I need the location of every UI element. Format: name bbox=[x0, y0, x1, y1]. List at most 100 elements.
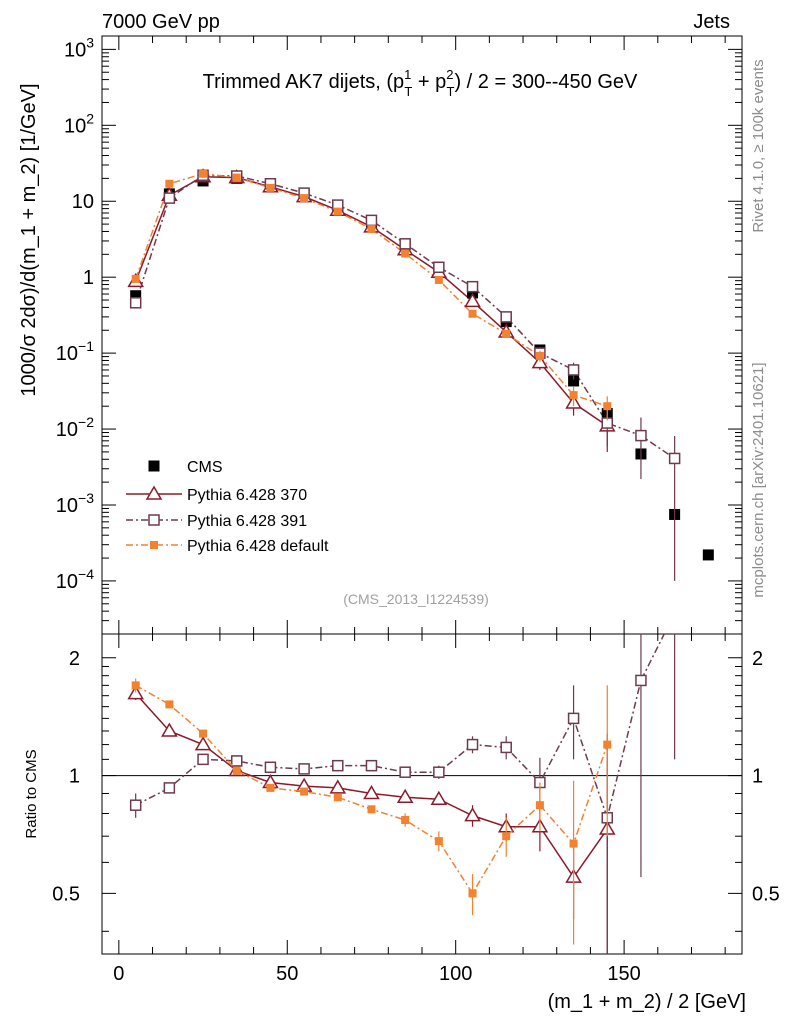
y-tick-label: 10 bbox=[72, 191, 94, 213]
ratio-point-pythia-6-428-391 bbox=[567, 712, 580, 725]
legend-label-pythia-6-428-391: Pythia 6.428 391 bbox=[187, 513, 307, 530]
ratio-point-pythia-6-428-370 bbox=[127, 685, 144, 700]
ratio-point-pythia-6-428-391 bbox=[129, 799, 142, 811]
x-tick-label: 50 bbox=[276, 963, 298, 985]
ratio-point-pythia-6-428-default bbox=[165, 700, 174, 709]
point-pythia-6-428-default bbox=[434, 275, 443, 284]
series-line-pythia-6-428-default bbox=[134, 173, 608, 407]
y-tick-label: 103 bbox=[64, 34, 94, 61]
point-cms bbox=[568, 375, 580, 387]
ratio-point-pythia-6-428-default bbox=[266, 783, 275, 792]
ratio-point-pythia-6-428-391 bbox=[332, 759, 344, 772]
ratio-point-pythia-6-428-default bbox=[367, 805, 376, 814]
title-sup-2: 2 bbox=[446, 67, 453, 82]
point-pythia-6-428-default bbox=[468, 309, 477, 318]
point-pythia-6-428-391 bbox=[635, 429, 647, 442]
ratio-point-pythia-6-428-370 bbox=[363, 784, 380, 800]
y-tick-label: 10−4 bbox=[56, 566, 94, 593]
legend-label-cms: CMS bbox=[187, 459, 223, 476]
y-axis-label-ratio: Ratio to CMS bbox=[23, 749, 40, 838]
legend-label-pythia-6-428-370: Pythia 6.428 370 bbox=[187, 487, 307, 504]
ratio-point-pythia-6-428-370 bbox=[329, 779, 347, 794]
ratio-point-pythia-6-428-391 bbox=[433, 766, 445, 778]
header-process-label: Jets bbox=[693, 11, 730, 33]
ratio-point-pythia-6-428-391 bbox=[500, 741, 512, 754]
point-pythia-6-428-default bbox=[603, 402, 612, 411]
ratio-point-pythia-6-428-391 bbox=[365, 759, 378, 772]
point-pythia-6-428-default bbox=[300, 194, 309, 203]
x-tick-label: 0 bbox=[113, 963, 124, 985]
y-tick-label: 10−1 bbox=[56, 338, 94, 365]
ratio-tick-label-right: 2 bbox=[752, 648, 763, 670]
point-cms bbox=[130, 290, 142, 302]
ratio-point-pythia-6-428-391 bbox=[670, 608, 680, 618]
legend-marker-pythia-6-428-default bbox=[150, 541, 158, 549]
ratio-point-pythia-6-428-default bbox=[333, 793, 342, 802]
title-sub-1: T bbox=[404, 84, 412, 99]
ratio-point-pythia-6-428-default bbox=[569, 839, 578, 848]
legend-marker-cms bbox=[148, 460, 160, 472]
x-axis-label: (m_1 + m_2) / 2 [GeV] bbox=[548, 991, 746, 1013]
y-tick-label: 1 bbox=[83, 267, 94, 289]
ratio-point-pythia-6-428-default bbox=[502, 832, 511, 841]
point-pythia-6-428-default bbox=[131, 274, 140, 283]
ratio-point-pythia-6-428-391 bbox=[466, 738, 479, 751]
legend: CMS Pythia 6.428 370 Pythia 6.428 391 Pythi… bbox=[126, 459, 329, 555]
title-part-2: + p bbox=[412, 71, 446, 93]
ratio-point-pythia-6-428-391 bbox=[230, 755, 243, 767]
point-cms bbox=[702, 549, 714, 561]
point-pythia-6-428-391 bbox=[365, 214, 378, 227]
point-pythia-6-428-default bbox=[266, 183, 275, 192]
ratio-point-pythia-6-428-default bbox=[401, 815, 410, 824]
legend-label-pythia-6-428-default: Pythia 6.428 default bbox=[187, 538, 329, 555]
point-pythia-6-428-391 bbox=[500, 311, 512, 323]
x-tick-label: 100 bbox=[439, 963, 472, 985]
point-pythia-6-428-default bbox=[199, 169, 208, 178]
point-pythia-6-428-391 bbox=[567, 364, 580, 376]
legend-marker-pythia-6-428-391 bbox=[148, 514, 160, 526]
ratio-point-pythia-6-428-391 bbox=[197, 753, 209, 766]
y-axis-label-main: 1000/σ 2dσ)/d(m_1 + m_2) [1/GeV] bbox=[18, 83, 40, 396]
point-pythia-6-428-default bbox=[165, 179, 174, 188]
ratio-point-pythia-6-428-default bbox=[535, 801, 544, 810]
series-line-pythia-6-428-391 bbox=[134, 174, 676, 460]
ratio-point-pythia-6-428-370 bbox=[396, 788, 414, 804]
ratio-markers bbox=[127, 608, 680, 954]
ratio-point-pythia-6-428-391 bbox=[635, 674, 647, 687]
title-part-1: Trimmed AK7 dijets, (p bbox=[203, 71, 405, 93]
title-part-3: ) / 2 = 300--450 GeV bbox=[454, 71, 638, 93]
point-pythia-6-428-370 bbox=[464, 292, 481, 308]
point-pythia-6-428-391 bbox=[129, 297, 142, 309]
title-sub-2: T bbox=[447, 84, 455, 99]
ratio-point-pythia-6-428-391 bbox=[298, 763, 310, 775]
analysis-id-label: (CMS_2013_I1224539) bbox=[343, 591, 489, 607]
series-lines bbox=[134, 173, 676, 460]
ratio-point-pythia-6-428-default bbox=[199, 729, 208, 738]
ratio-tick-label-right: 0.5 bbox=[752, 883, 780, 905]
point-pythia-6-428-391 bbox=[399, 238, 411, 250]
ratio-point-pythia-6-428-370 bbox=[464, 807, 481, 822]
ratio-point-pythia-6-428-370 bbox=[430, 790, 448, 805]
x-tick-label: 150 bbox=[607, 963, 640, 985]
ratio-point-pythia-6-428-default bbox=[468, 889, 477, 898]
header-energy-label: 7000 GeV pp bbox=[102, 11, 220, 33]
y-tick-label: 10−2 bbox=[56, 414, 94, 441]
ratio-point-pythia-6-428-default bbox=[603, 740, 612, 749]
ratio-point-pythia-6-428-default bbox=[300, 787, 309, 796]
y-tick-label: 102 bbox=[64, 110, 94, 137]
point-pythia-6-428-default bbox=[333, 207, 342, 216]
ratio-point-pythia-6-428-default bbox=[131, 681, 140, 690]
series-markers bbox=[127, 168, 714, 581]
ratio-line-pythia-6-428-391 bbox=[135, 634, 666, 821]
point-pythia-6-428-default bbox=[502, 329, 511, 338]
ratio-point-pythia-6-428-391 bbox=[163, 782, 176, 794]
point-pythia-6-428-default bbox=[401, 249, 410, 258]
point-pythia-6-428-391 bbox=[163, 192, 176, 204]
ratio-point-pythia-6-428-391 bbox=[264, 761, 277, 774]
point-pythia-6-428-391 bbox=[668, 452, 681, 465]
plot-title: Trimmed AK7 dijets, (p1 T + p2 T) / 2 = 30… bbox=[203, 67, 638, 99]
ratio-tick-label: 0.5 bbox=[52, 883, 80, 905]
ratio-tick-label: 2 bbox=[69, 648, 80, 670]
